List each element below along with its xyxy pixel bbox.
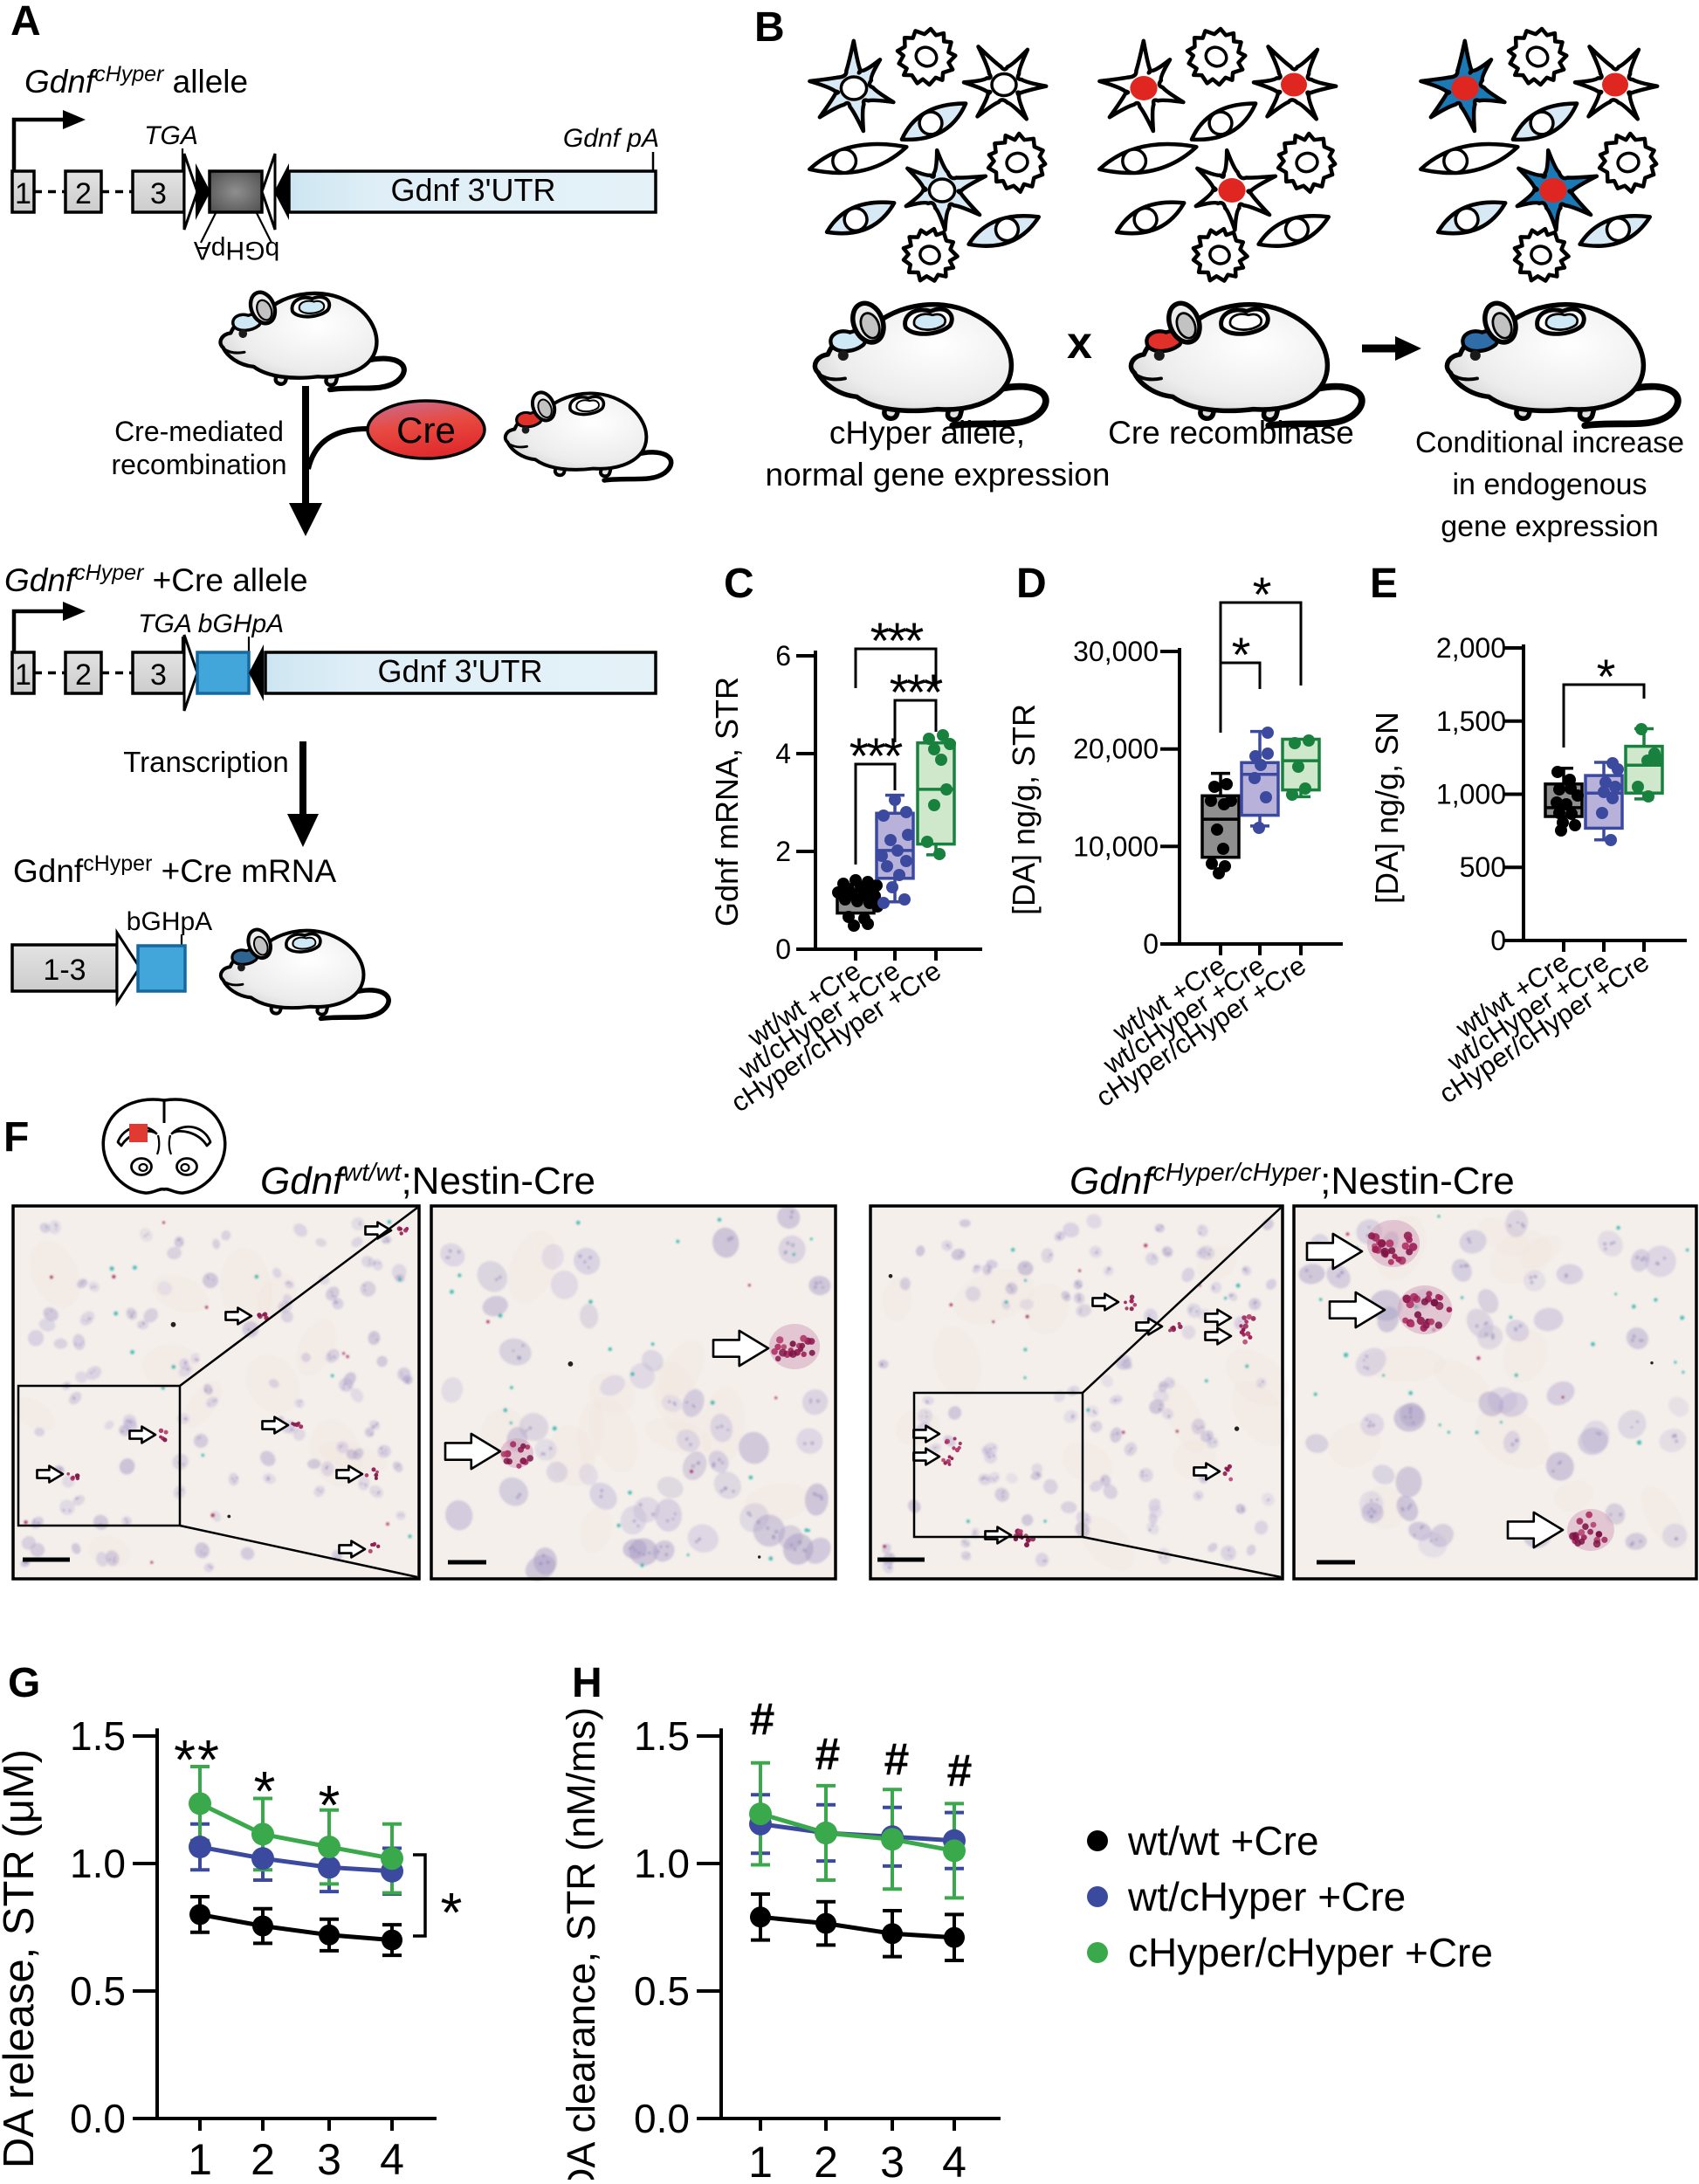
svg-text:***: *** (870, 613, 924, 670)
svg-text:2: 2 (75, 658, 92, 692)
svg-text:DA clearance, STR (nM/ms): DA clearance, STR (nM/ms) (559, 1707, 603, 2180)
svg-text:0.0: 0.0 (70, 2096, 126, 2141)
svg-text:2,000: 2,000 (1436, 632, 1506, 664)
svg-text:[DA] ng/g, STR: [DA] ng/g, STR (1006, 704, 1042, 915)
svg-text:#: # (947, 1746, 973, 1796)
svg-text:cHyper allele,: cHyper allele, (829, 415, 1025, 451)
svg-text:**: ** (174, 1728, 221, 1791)
svg-text:normal gene expression: normal gene expression (766, 457, 1111, 493)
svg-text:GdnfcHyper allele: GdnfcHyper allele (24, 62, 248, 100)
svg-text:gene expression: gene expression (1441, 510, 1659, 543)
svg-text:1: 1 (748, 2138, 773, 2180)
svg-text:1,000: 1,000 (1436, 779, 1506, 810)
svg-text:20,000: 20,000 (1073, 734, 1159, 765)
svg-text:bGHpA: bGHpA (198, 610, 284, 638)
svg-text:in endogenous: in endogenous (1452, 468, 1647, 501)
svg-text:Gdnf 3'UTR: Gdnf 3'UTR (391, 172, 556, 208)
svg-text:H: H (572, 1660, 602, 1706)
svg-text:0: 0 (775, 934, 791, 965)
svg-text:0.5: 0.5 (634, 1968, 690, 2014)
svg-text:GdnfcHyper +Cre mRNA: GdnfcHyper +Cre mRNA (13, 851, 336, 889)
svg-text:Gdnfwt/wt;Nestin-Cre: Gdnfwt/wt;Nestin-Cre (260, 1159, 595, 1202)
svg-text:A: A (10, 0, 41, 45)
svg-text:Cre: Cre (396, 410, 456, 451)
svg-text:bGHpA: bGHpA (127, 907, 212, 936)
svg-text:30,000: 30,000 (1073, 636, 1159, 667)
svg-text:*: * (319, 1774, 342, 1836)
svg-text:E: E (1370, 561, 1398, 607)
svg-text:[DA] ng/g, SN: [DA] ng/g, SN (1369, 712, 1405, 904)
svg-text:0.5: 0.5 (70, 1968, 126, 2014)
svg-text:DA release, STR (μM): DA release, STR (μM) (0, 1749, 43, 2168)
svg-text:10,000: 10,000 (1073, 830, 1159, 862)
svg-text:#: # (750, 1694, 775, 1745)
svg-text:GdnfcHyper +Cre allele: GdnfcHyper +Cre allele (4, 561, 308, 598)
svg-text:***: *** (890, 665, 943, 721)
svg-text:1: 1 (15, 177, 31, 210)
svg-text:#: # (884, 1734, 910, 1785)
svg-text:Gdnf mRNA, STR: Gdnf mRNA, STR (709, 677, 745, 927)
svg-text:D: D (1016, 561, 1047, 607)
svg-text:cHyper/cHyper +Cre: cHyper/cHyper +Cre (1128, 1930, 1493, 1975)
svg-text:2: 2 (814, 2138, 838, 2180)
svg-text:TGA: TGA (138, 610, 192, 638)
svg-text:3: 3 (150, 658, 167, 692)
svg-text:2: 2 (251, 2135, 275, 2180)
svg-text:4: 4 (775, 738, 791, 769)
svg-text:500: 500 (1460, 851, 1506, 883)
svg-text:1.0: 1.0 (70, 1841, 126, 1886)
svg-text:1.5: 1.5 (70, 1713, 126, 1759)
svg-text:3: 3 (317, 2135, 341, 2180)
svg-text:bGHpA: bGHpA (194, 236, 279, 265)
svg-text:#: # (815, 1729, 841, 1780)
svg-text:C: C (724, 561, 754, 607)
svg-text:3: 3 (880, 2138, 905, 2180)
svg-text:Gdnf 3'UTR: Gdnf 3'UTR (378, 653, 543, 689)
svg-text:1: 1 (15, 658, 31, 692)
svg-text:***: *** (850, 728, 903, 785)
svg-text:*: * (1232, 627, 1250, 682)
svg-text:*: * (1253, 567, 1271, 622)
svg-text:1,500: 1,500 (1436, 706, 1506, 737)
svg-text:1.0: 1.0 (634, 1841, 690, 1886)
svg-text:2: 2 (75, 177, 92, 210)
svg-text:3: 3 (150, 177, 167, 210)
svg-text:1-3: 1-3 (43, 954, 86, 987)
svg-text:wt/cHyper +Cre: wt/cHyper +Cre (1127, 1874, 1406, 1919)
svg-text:6: 6 (775, 640, 791, 672)
svg-text:wt/wt +Cre: wt/wt +Cre (1127, 1818, 1319, 1864)
svg-text:4: 4 (380, 2135, 404, 2180)
svg-text:TGA: TGA (144, 121, 198, 150)
svg-text:Conditional increase: Conditional increase (1415, 426, 1684, 459)
svg-text:recombination: recombination (112, 449, 287, 480)
svg-text:Gdnf pA: Gdnf pA (563, 124, 659, 153)
svg-text:4: 4 (942, 2138, 966, 2180)
svg-text:Transcription: Transcription (123, 746, 289, 778)
svg-text:*: * (441, 1881, 463, 1944)
svg-text:*: * (1597, 649, 1615, 704)
svg-text:*: * (254, 1760, 278, 1822)
svg-text:0.0: 0.0 (634, 2096, 690, 2141)
svg-text:Cre recombinase: Cre recombinase (1108, 415, 1354, 451)
svg-text:GdnfcHyper/cHyper;Nestin-Cre: GdnfcHyper/cHyper;Nestin-Cre (1070, 1159, 1515, 1202)
svg-text:B: B (754, 4, 785, 51)
svg-text:0: 0 (1490, 925, 1506, 956)
svg-text:G: G (8, 1660, 40, 1706)
svg-text:Cre-mediated: Cre-mediated (114, 416, 284, 447)
svg-text:x: x (1067, 318, 1092, 369)
svg-text:1.5: 1.5 (634, 1713, 690, 1759)
svg-text:F: F (3, 1114, 29, 1161)
svg-text:2: 2 (775, 836, 791, 867)
svg-text:0: 0 (1143, 928, 1159, 960)
svg-text:1: 1 (188, 2135, 212, 2180)
